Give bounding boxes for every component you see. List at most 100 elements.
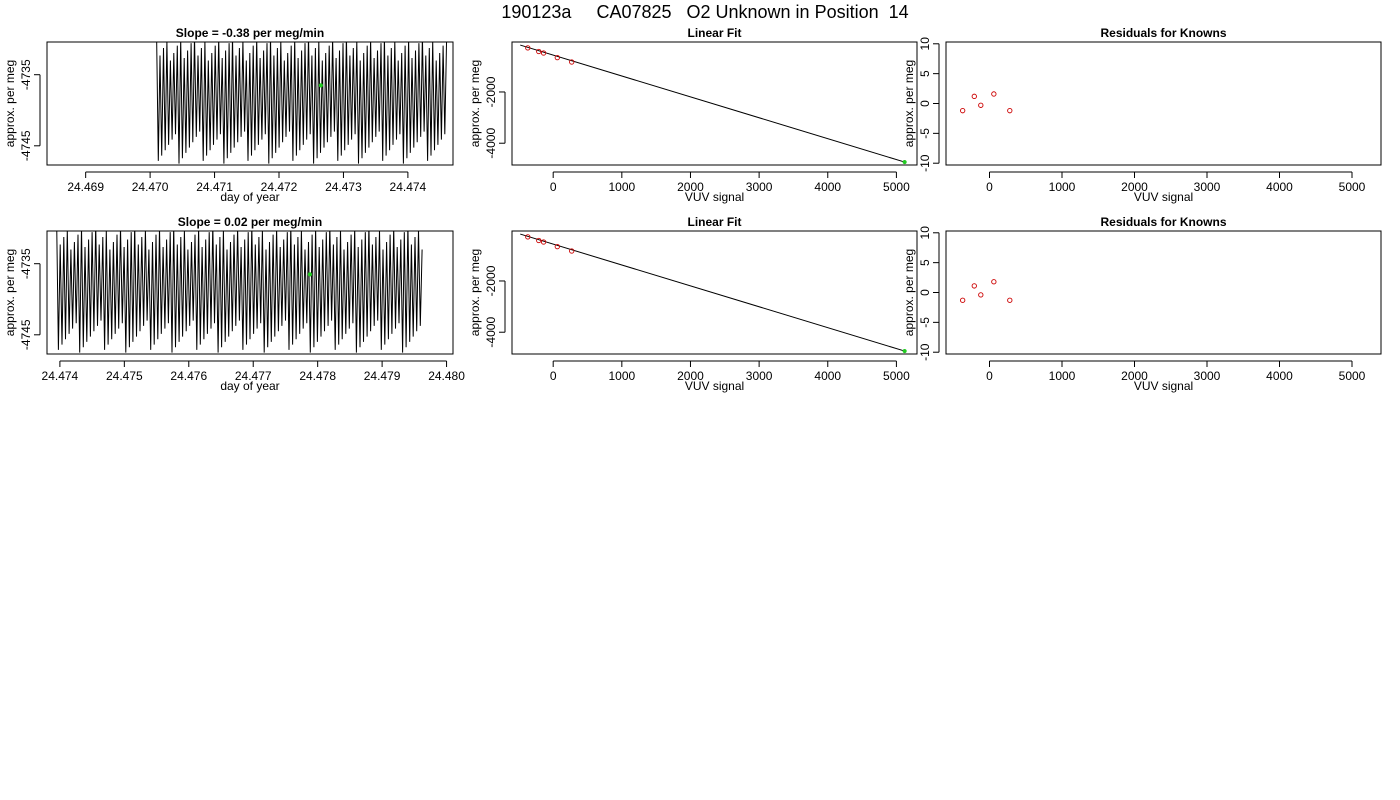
x-tick-label: 1000 bbox=[1049, 180, 1076, 194]
x-tick-label: 24.480 bbox=[428, 369, 465, 383]
known-point bbox=[536, 237, 542, 244]
x-tick-label: 4000 bbox=[814, 369, 841, 383]
chart-panel-4: Slope = 0.02 per meg/min 24.474 24.475 24.4… bbox=[3, 215, 465, 393]
x-tick-label: 24.475 bbox=[106, 369, 143, 383]
plot-area bbox=[520, 44, 907, 165]
known-point bbox=[971, 93, 977, 99]
x-tick-label: 0 bbox=[550, 180, 557, 194]
x-tick-label: 4000 bbox=[814, 180, 841, 194]
x-tick-label: 24.474 bbox=[390, 180, 427, 194]
plot-area bbox=[520, 233, 907, 354]
known-point bbox=[540, 239, 547, 245]
chart-title: Residuals for Knowns bbox=[1100, 26, 1226, 40]
x-tick-label: 4000 bbox=[1266, 369, 1293, 383]
x-tick-label: 2000 bbox=[677, 369, 704, 383]
y-axis-label: approx. per meg bbox=[902, 249, 916, 336]
known-point bbox=[960, 108, 966, 114]
known-point bbox=[978, 292, 984, 298]
x-tick-label: 5000 bbox=[1339, 369, 1366, 383]
y-tick-label: -10 bbox=[918, 343, 932, 361]
y-tick-label: -4745 bbox=[19, 130, 33, 161]
known-point bbox=[569, 59, 575, 65]
known-point bbox=[971, 283, 977, 289]
plot-frame bbox=[511, 41, 918, 166]
chart-title: Linear Fit bbox=[687, 26, 741, 40]
y-tick-label: 5 bbox=[918, 70, 932, 77]
x-axis-label: VUV signal bbox=[685, 379, 744, 393]
y-tick-label: 10 bbox=[918, 37, 932, 51]
y-tick-label: -2000 bbox=[484, 76, 498, 107]
fit-line bbox=[520, 233, 905, 352]
x-tick-label: 24.473 bbox=[325, 180, 362, 194]
series-line bbox=[156, 42, 448, 164]
chart-title: Slope = 0.02 per meg/min bbox=[178, 215, 322, 229]
chart-panel-1: Slope = -0.38 per meg/min 24.469 24.470 24.… bbox=[3, 26, 454, 204]
series-line bbox=[56, 231, 423, 353]
y-tick-label: -4000 bbox=[484, 128, 498, 159]
x-tick-label: 24.479 bbox=[364, 369, 401, 383]
unknown-point bbox=[318, 83, 323, 88]
known-point bbox=[525, 45, 531, 51]
x-tick-label: 24.476 bbox=[170, 369, 207, 383]
x-tick-label: 0 bbox=[986, 369, 993, 383]
known-point bbox=[554, 54, 560, 61]
chart-panel-6: Residuals for Knowns 0 1000 2000 3000 4000 500… bbox=[902, 215, 1382, 393]
x-tick-label: 0 bbox=[550, 369, 557, 383]
chart-panel-2: Linear Fit 0 1000 2000 3000 4000 5000 -2000 -400… bbox=[468, 26, 918, 204]
plot-frame bbox=[46, 230, 454, 355]
plot-frame bbox=[945, 41, 1382, 166]
chart-title: Residuals for Knowns bbox=[1100, 215, 1226, 229]
x-tick-label: 5000 bbox=[883, 369, 910, 383]
x-tick-label: 2000 bbox=[677, 180, 704, 194]
x-tick-label: 3000 bbox=[746, 180, 773, 194]
known-point bbox=[960, 297, 966, 303]
y-tick-label: -4745 bbox=[19, 319, 33, 350]
x-tick-label: 3000 bbox=[1194, 369, 1221, 383]
y-tick-label: -4735 bbox=[19, 248, 33, 279]
x-tick-label: 3000 bbox=[1194, 180, 1221, 194]
y-axis-label: approx. per meg bbox=[902, 60, 916, 147]
plot-area bbox=[960, 279, 1013, 303]
chart-panel-3: Residuals for Knowns 0 1000 2000 3000 4000 500… bbox=[902, 26, 1382, 204]
y-axis-label: approx. per meg bbox=[3, 60, 17, 147]
unknown-point bbox=[902, 159, 907, 165]
x-tick-label: 1000 bbox=[608, 369, 635, 383]
chart-panel-5: Linear Fit 0 1000 2000 3000 4000 5000 -2000 -400… bbox=[468, 215, 918, 393]
unknown-point bbox=[902, 348, 907, 354]
x-tick-label: 0 bbox=[986, 180, 993, 194]
x-axis-label: VUV signal bbox=[685, 190, 744, 204]
y-tick-label: 0 bbox=[918, 289, 932, 296]
y-tick-label: -2000 bbox=[484, 265, 498, 296]
x-tick-label: 2000 bbox=[1121, 369, 1148, 383]
known-point bbox=[991, 91, 997, 97]
x-axis-label: VUV signal bbox=[1134, 379, 1193, 393]
y-tick-label: -5 bbox=[918, 317, 932, 328]
page-title: 190123a CA07825 O2 Unknown in Position 1… bbox=[501, 2, 909, 22]
x-axis-label: day of year bbox=[220, 190, 279, 204]
x-tick-label: 24.470 bbox=[132, 180, 169, 194]
plot-frame bbox=[46, 41, 454, 166]
known-point bbox=[978, 102, 984, 108]
y-tick-label: -4735 bbox=[19, 59, 33, 90]
y-tick-label: 10 bbox=[918, 226, 932, 240]
plot-area bbox=[56, 231, 423, 353]
x-tick-label: 2000 bbox=[1121, 180, 1148, 194]
known-point bbox=[1007, 297, 1013, 303]
known-point bbox=[540, 50, 547, 56]
x-tick-label: 1000 bbox=[608, 180, 635, 194]
known-point bbox=[525, 234, 531, 240]
x-tick-label: 1000 bbox=[1049, 369, 1076, 383]
x-tick-label: 24.472 bbox=[261, 180, 298, 194]
plot-frame bbox=[945, 230, 1382, 355]
x-tick-label: 24.474 bbox=[42, 369, 79, 383]
unknown-point bbox=[307, 272, 313, 277]
x-tick-label: 4000 bbox=[1266, 180, 1293, 194]
y-tick-label: -4000 bbox=[484, 317, 498, 348]
chart-title: Linear Fit bbox=[687, 215, 741, 229]
y-tick-label: -10 bbox=[918, 154, 932, 172]
y-axis-label: approx. per meg bbox=[468, 60, 482, 147]
x-axis-label: VUV signal bbox=[1134, 190, 1193, 204]
x-tick-label: 5000 bbox=[1339, 180, 1366, 194]
known-point bbox=[569, 248, 575, 254]
